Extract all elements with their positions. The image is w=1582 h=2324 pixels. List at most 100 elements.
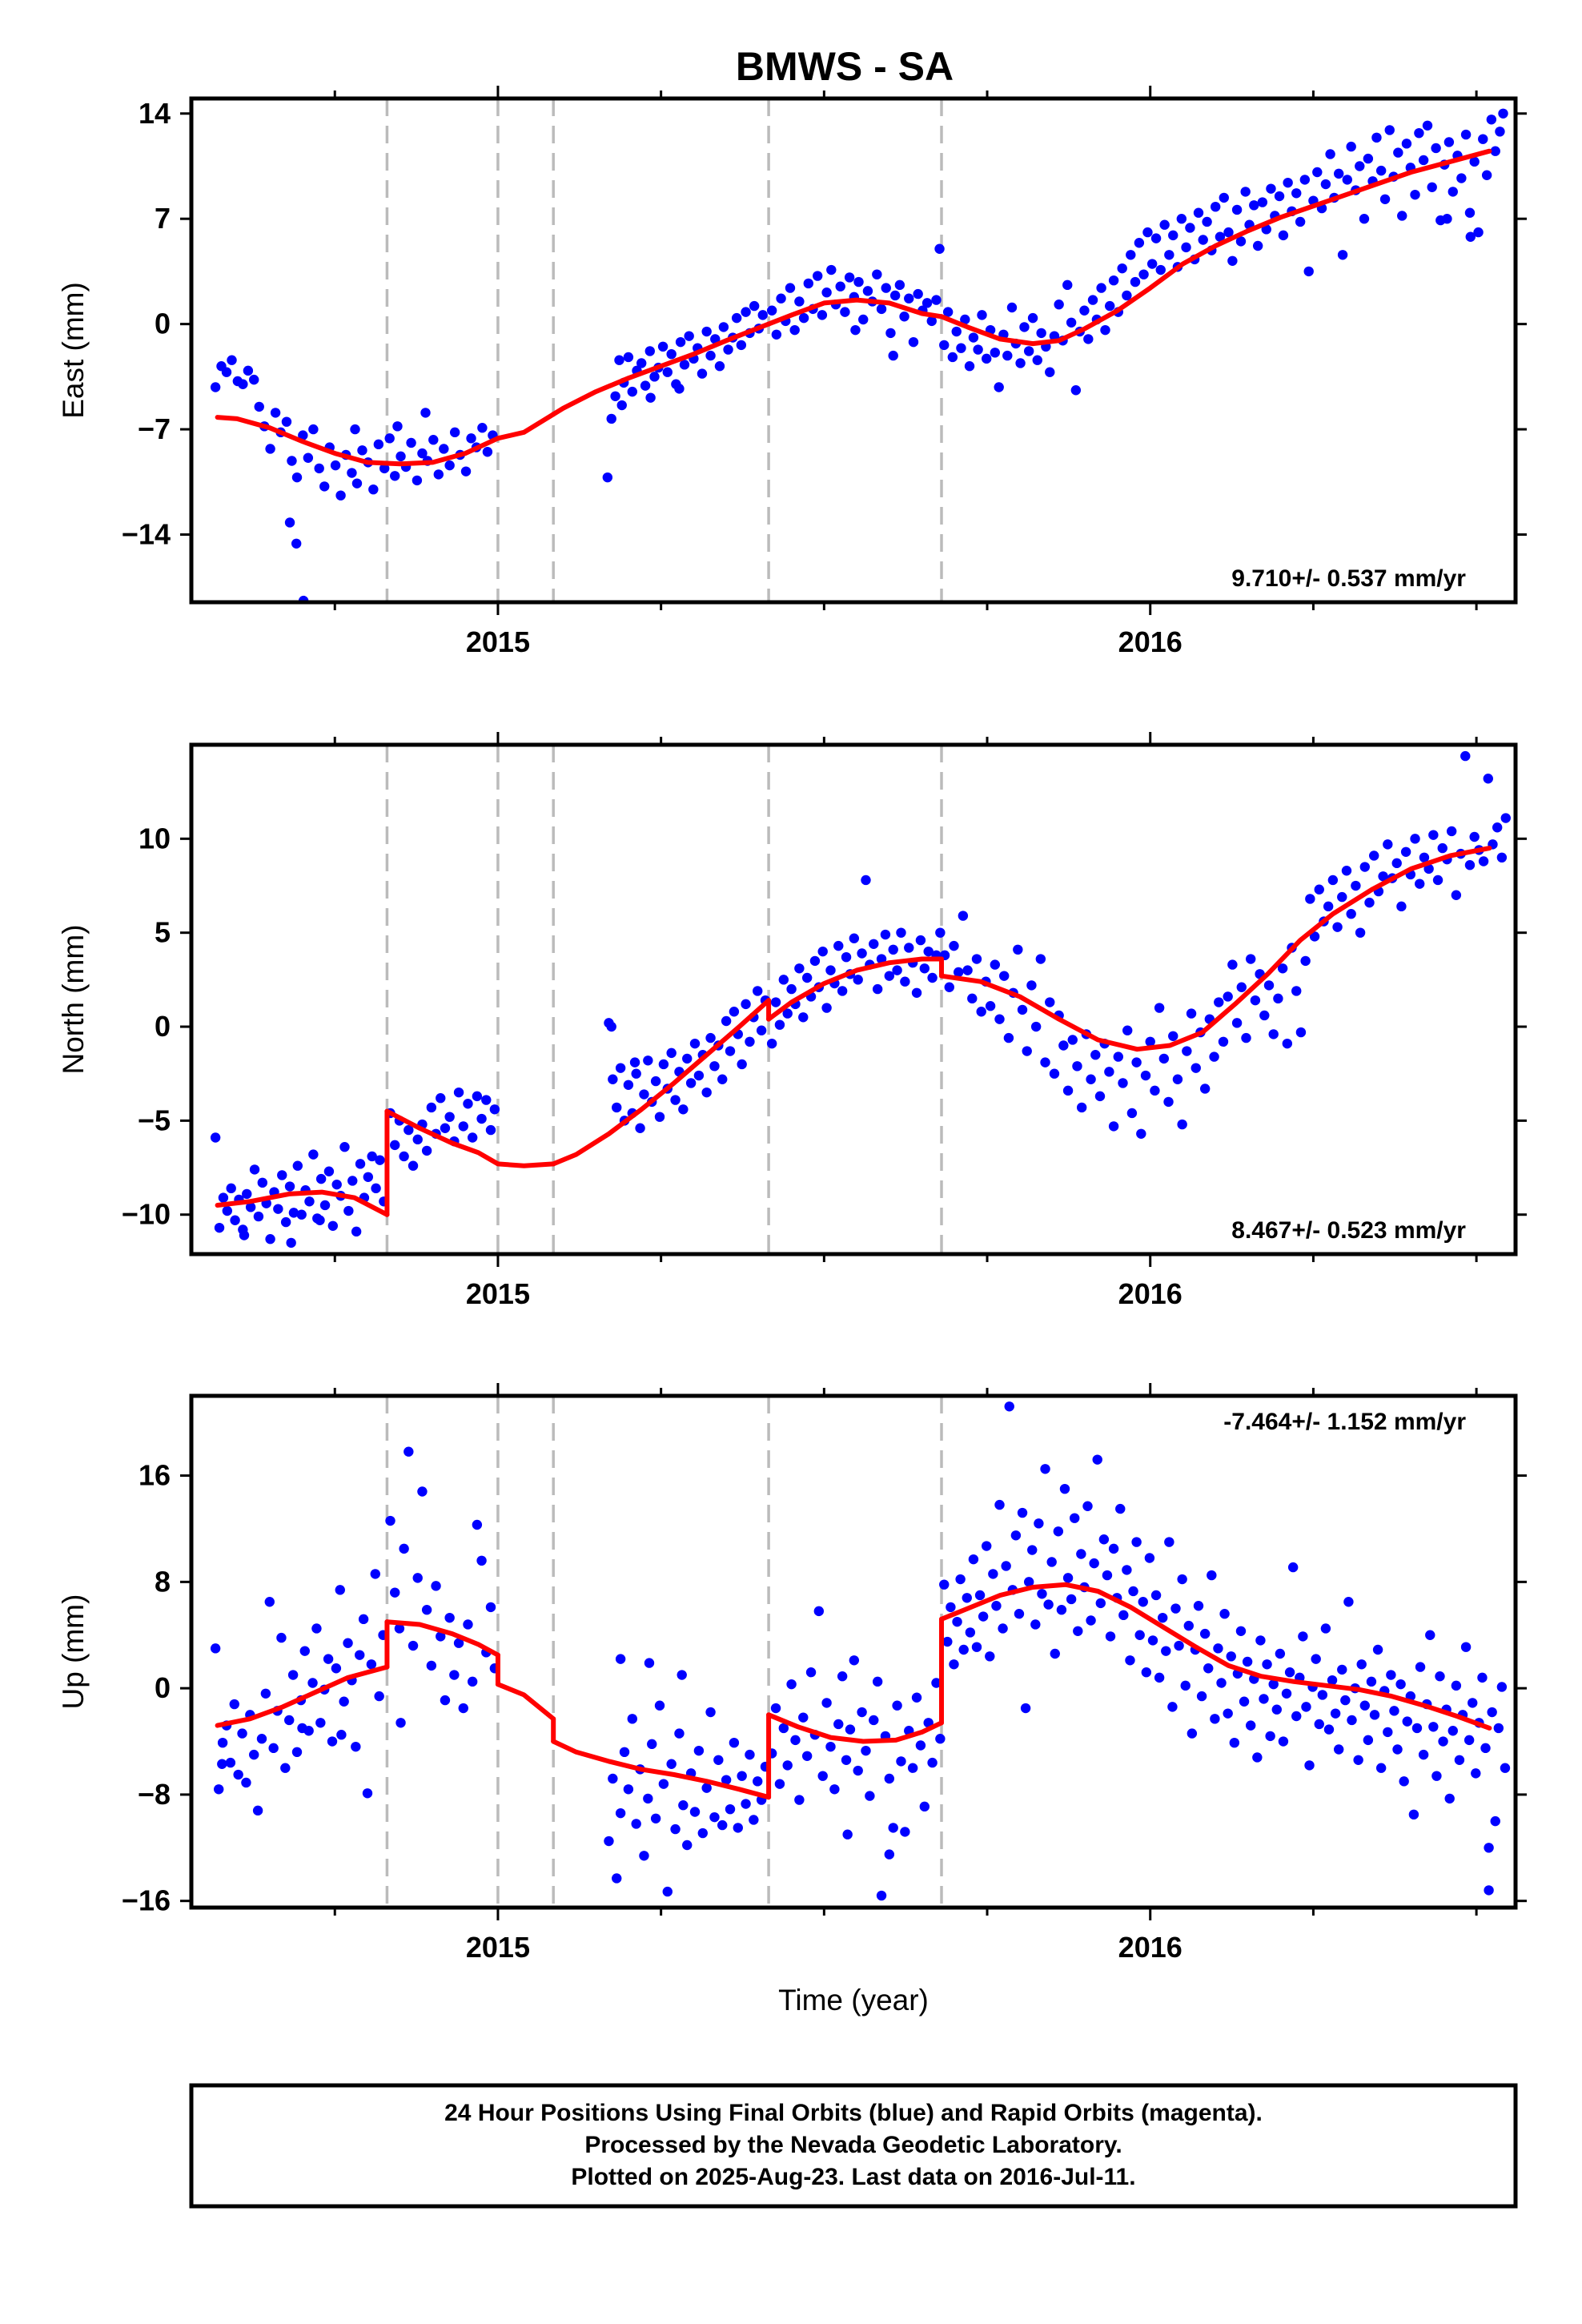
data-point — [714, 361, 725, 372]
data-point — [978, 1611, 989, 1622]
data-point — [1282, 1038, 1293, 1049]
data-point — [1226, 1651, 1236, 1662]
data-point — [977, 310, 987, 320]
data-point — [1375, 165, 1387, 176]
data-point — [1492, 822, 1503, 833]
data-point — [1209, 1051, 1219, 1062]
data-point — [1026, 980, 1037, 991]
data-point — [1147, 1635, 1158, 1646]
data-point — [643, 1793, 653, 1804]
data-point — [1032, 355, 1042, 365]
data-point — [1035, 954, 1046, 964]
data-point — [440, 1695, 451, 1706]
data-point — [1379, 194, 1391, 204]
data-point — [935, 927, 946, 938]
data-point — [689, 1038, 701, 1049]
data-point — [1202, 216, 1212, 227]
data-point — [801, 972, 813, 983]
data-point — [841, 1755, 852, 1765]
data-point — [362, 1788, 373, 1799]
data-point — [1493, 1723, 1504, 1734]
data-point — [725, 1046, 736, 1056]
data-point — [1305, 894, 1315, 904]
data-point — [1275, 1648, 1286, 1659]
data-point — [935, 1734, 946, 1744]
data-point — [1203, 1663, 1214, 1674]
data-point — [1337, 891, 1347, 903]
footer-line-1: 24 Hour Positions Using Final Orbits (bl… — [444, 2100, 1263, 2126]
model-segment — [766, 956, 944, 1022]
data-point — [952, 1616, 962, 1627]
data-point — [869, 939, 879, 949]
data-point — [837, 1671, 848, 1682]
data-point — [733, 1823, 743, 1833]
data-point — [612, 1102, 622, 1113]
data-point — [347, 468, 357, 478]
data-point — [1464, 1735, 1475, 1746]
data-point — [942, 307, 954, 317]
data-point — [612, 1873, 622, 1884]
data-point — [892, 965, 902, 975]
data-point — [786, 1679, 797, 1690]
data-point — [608, 1773, 618, 1784]
data-point — [1236, 982, 1247, 992]
data-point — [872, 269, 882, 279]
data-point — [1383, 839, 1393, 850]
data-point — [440, 1123, 451, 1133]
data-point — [428, 435, 439, 445]
data-point — [1259, 1010, 1270, 1021]
data-point — [994, 1014, 1005, 1024]
data-point — [1079, 305, 1090, 316]
data-point — [379, 463, 390, 474]
data-point — [485, 1602, 496, 1613]
data-point — [327, 1220, 339, 1231]
data-point — [373, 439, 384, 450]
data-point — [958, 1644, 969, 1655]
data-point — [947, 352, 958, 363]
data-point — [801, 1751, 813, 1761]
data-point — [1356, 1659, 1367, 1670]
data-point — [1323, 1724, 1335, 1735]
data-point — [476, 1555, 487, 1566]
data-point — [367, 1151, 377, 1162]
data-point — [467, 1676, 478, 1687]
data-point — [729, 1737, 740, 1748]
data-point — [1053, 1526, 1064, 1537]
data-point — [1498, 108, 1508, 119]
data-point — [210, 1132, 221, 1143]
data-point — [1273, 993, 1283, 1004]
data-point — [927, 1757, 938, 1768]
data-point — [869, 1715, 879, 1726]
data-point — [953, 967, 964, 978]
data-point — [1002, 350, 1013, 361]
data-point — [931, 295, 942, 305]
data-point — [1134, 238, 1145, 248]
data-point — [939, 1579, 950, 1590]
data-point — [741, 307, 751, 317]
data-point — [347, 1176, 358, 1186]
data-point — [1291, 188, 1302, 199]
data-point — [1227, 255, 1238, 266]
data-point — [331, 1663, 342, 1674]
panel-1: 14 7 0 −7 −14 2015 2016 East (mm) 9.710+/- 0.537… — [57, 86, 1527, 658]
data-point — [1219, 192, 1229, 203]
rate-label: 8.467+/- 0.523 mm/yr — [1231, 1217, 1466, 1244]
data-point — [408, 1160, 419, 1171]
data-point — [643, 1055, 653, 1066]
data-point — [678, 1104, 689, 1115]
data-point — [1372, 1644, 1383, 1655]
data-point — [1239, 1696, 1250, 1707]
data-point — [1218, 1036, 1229, 1047]
data-point — [444, 460, 455, 471]
data-point — [1314, 884, 1324, 895]
data-point — [636, 358, 647, 368]
data-point — [1414, 127, 1424, 139]
data-point — [343, 1205, 354, 1216]
data-point — [923, 946, 934, 957]
data-point — [1284, 1667, 1295, 1678]
data-point — [1469, 831, 1480, 842]
data-point — [1049, 1068, 1060, 1079]
model-curve — [215, 148, 1492, 467]
data-point — [1355, 161, 1365, 171]
data-point — [1134, 1630, 1145, 1640]
